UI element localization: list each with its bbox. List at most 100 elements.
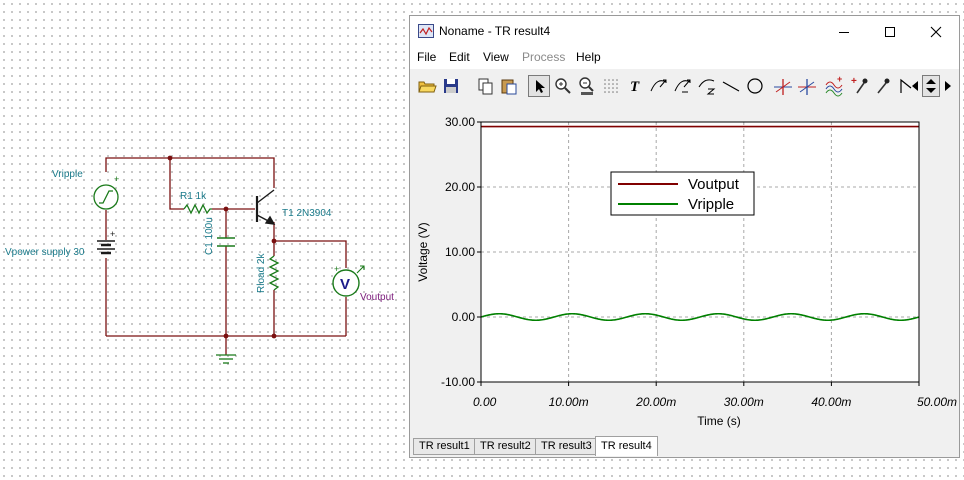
marker2-button[interactable] <box>872 75 894 97</box>
x-tick-label: 40.00m <box>811 395 851 409</box>
rload-resistor[interactable] <box>268 255 280 291</box>
marker2-icon <box>877 78 890 94</box>
junction-dot <box>271 333 277 339</box>
c1-label: C1 100u <box>204 217 215 255</box>
scroll-updown-button[interactable] <box>922 75 940 97</box>
result-tabs: TR result1 TR result2 TR result3 TR resu… <box>410 436 959 457</box>
rload-label: Rload 2k <box>256 253 267 293</box>
window-title: Noname - TR result4 <box>439 24 551 38</box>
grid-button[interactable] <box>600 75 622 97</box>
tab-tr-result3[interactable]: TR result3 <box>535 438 598 455</box>
x-tick-label: 10.00m <box>549 395 589 409</box>
scroll-right-icon <box>945 81 951 91</box>
legend-box <box>610 171 755 216</box>
r1-label: R1 1k <box>180 191 207 202</box>
legend-label-voutput: Voutput <box>688 176 740 193</box>
vripple-source[interactable]: + <box>93 174 119 210</box>
plot-border <box>480 121 920 383</box>
waveform-button[interactable]: + <box>824 74 846 97</box>
y-tick-label: 30.00 <box>445 115 475 129</box>
tab-tr-result2[interactable]: TR result2 <box>474 438 537 455</box>
tab-tr-result1[interactable]: TR result1 <box>413 438 476 455</box>
open-folder-icon <box>418 81 437 93</box>
cursor-a-button[interactable] <box>772 75 794 97</box>
circuit-schematic[interactable]: + + V + Vripple Vpower supply 30 R1 1k C… <box>0 0 410 480</box>
title-bar[interactable]: Noname - TR result4 <box>410 16 959 47</box>
pointer-button[interactable] <box>528 75 550 97</box>
menu-view[interactable]: View <box>483 50 509 64</box>
text-tool-button[interactable]: T <box>624 75 646 97</box>
r1-wire <box>169 158 184 210</box>
vripple-label: Vripple <box>52 169 83 180</box>
junction-dot <box>271 238 277 244</box>
tr-result-window[interactable]: Noname - TR result4 File Edit View Proce… <box>409 15 960 458</box>
toolbar: T + + <box>410 73 959 101</box>
y-axis-label: Voltage (V) <box>416 222 430 281</box>
vpower-battery[interactable]: + <box>97 229 115 255</box>
y-tick-label: -10.00 <box>441 375 475 389</box>
chart-legend[interactable]: Voutput Vripple <box>610 171 755 216</box>
menu-help[interactable]: Help <box>576 50 601 64</box>
curve-label2-button[interactable] <box>672 75 694 97</box>
x-axis: 0.00 10.00m 20.00m 30.00m 40.00m 50.00m <box>473 382 957 409</box>
save-icon <box>444 79 458 93</box>
save-button[interactable] <box>440 75 462 97</box>
marker-icon: + <box>851 76 868 94</box>
r1-resistor[interactable] <box>183 203 212 215</box>
scroll-updown-icon <box>926 79 936 93</box>
tab-tr-result4[interactable]: TR result4 <box>595 436 658 456</box>
x-tick-label: 20.00m <box>635 395 676 409</box>
scroll-left-button[interactable] <box>907 75 925 97</box>
cursor-b-icon <box>798 79 816 95</box>
x-tick-label: 50.00m <box>917 395 957 409</box>
zoom-100-icon <box>579 77 594 95</box>
cursor-b-button[interactable] <box>796 75 818 97</box>
minimize-button[interactable] <box>821 16 867 47</box>
junction-dot <box>223 333 229 339</box>
menu-file[interactable]: File <box>417 50 437 64</box>
y-tick-label: 10.00 <box>445 245 475 259</box>
marker-button[interactable]: + <box>848 75 870 97</box>
pointer-icon <box>536 80 545 93</box>
grid <box>481 122 919 382</box>
transient-chart[interactable]: 30.00 20.00 10.00 0.00 -10.00 0.00 10.00m 20.0… <box>410 104 959 434</box>
legend-label-vripple: Vripple <box>688 196 734 213</box>
plus-sign: + <box>110 229 115 239</box>
curve-label2-icon <box>674 79 691 93</box>
open-button[interactable] <box>416 75 438 97</box>
y-tick-label: 0.00 <box>452 310 476 324</box>
maximize-button[interactable] <box>867 16 913 47</box>
top-wire <box>105 157 275 188</box>
plus-sign: + <box>334 264 339 274</box>
ground-symbol <box>216 354 236 364</box>
c1-capacitor[interactable] <box>217 237 235 247</box>
flag-button[interactable] <box>896 75 918 97</box>
curve-z-button[interactable] <box>696 75 718 97</box>
voltmeter-symbol: V <box>340 276 350 293</box>
copy-button[interactable] <box>474 75 496 97</box>
plus-sign: + <box>114 174 119 184</box>
t1-label: T1 2N3904 <box>282 208 332 219</box>
line-button[interactable] <box>720 75 742 97</box>
voutput-voltmeter[interactable]: V + <box>332 264 365 297</box>
circle-button[interactable] <box>744 75 766 97</box>
junction-dot <box>223 206 229 212</box>
app-icon <box>418 24 434 38</box>
menu-process[interactable]: Process <box>522 50 566 64</box>
scroll-left-icon <box>912 81 918 91</box>
junction-dot <box>167 155 173 161</box>
x-tick-label: 30.00m <box>724 395 764 409</box>
scroll-right-button[interactable] <box>940 75 956 97</box>
curve-label-icon <box>650 79 667 92</box>
menu-edit[interactable]: Edit <box>449 50 470 64</box>
zoom-100-button[interactable] <box>576 75 598 97</box>
y-tick-label: 20.00 <box>445 180 475 194</box>
close-button[interactable] <box>913 16 959 47</box>
y-axis: 30.00 20.00 10.00 0.00 -10.00 <box>441 115 481 389</box>
line-icon <box>722 81 740 92</box>
curve-label-button[interactable] <box>648 75 670 97</box>
paste-button[interactable] <box>498 75 520 97</box>
series-line-vripple[interactable] <box>480 312 920 322</box>
t1-transistor[interactable] <box>255 189 276 225</box>
zoom-in-button[interactable] <box>552 75 574 97</box>
